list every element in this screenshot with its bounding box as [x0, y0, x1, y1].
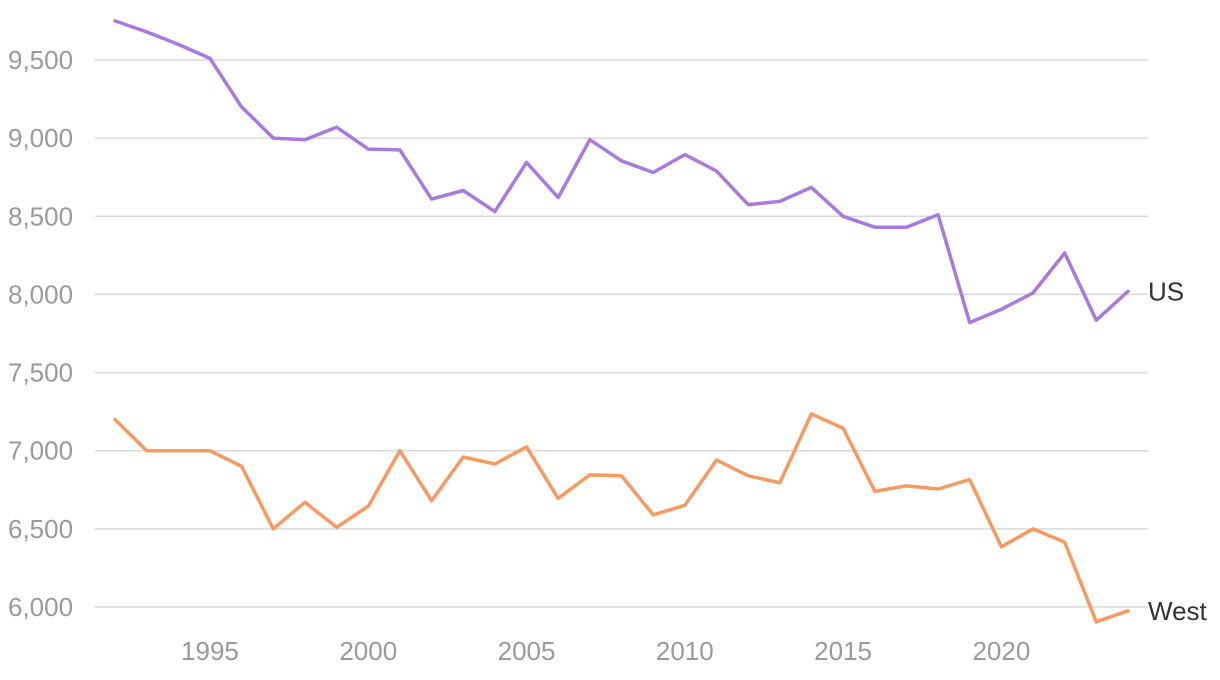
x-tick-label: 2020 — [972, 636, 1030, 666]
series-lines — [113, 19, 1130, 624]
y-tick-label: 9,000 — [8, 123, 73, 153]
series-labels: US West — [1148, 276, 1208, 626]
y-tick-label: 6,000 — [8, 592, 73, 622]
y-tick-label: 9,500 — [8, 45, 73, 75]
series-label-us: US — [1148, 276, 1184, 306]
x-tick-label: 2010 — [656, 636, 714, 666]
y-tick-label: 6,500 — [8, 514, 73, 544]
y-tick-label: 7,500 — [8, 358, 73, 388]
y-tick-label: 8,000 — [8, 279, 73, 309]
gridlines — [95, 59, 1148, 608]
y-tick-label: 7,000 — [8, 436, 73, 466]
x-axis-tick-labels: 1995 2000 2005 2010 2015 2020 — [181, 636, 1030, 666]
y-axis-tick-labels: 9,500 9,000 8,500 8,000 7,500 7,000 6,500 6,000 — [8, 45, 73, 622]
series-line-us — [113, 19, 1130, 325]
x-tick-label: 2000 — [339, 636, 397, 666]
series-line-west — [113, 412, 1130, 624]
x-tick-label: 2015 — [814, 636, 872, 666]
x-tick-label: 1995 — [181, 636, 239, 666]
series-label-west: West — [1148, 596, 1208, 626]
y-tick-label: 8,500 — [8, 201, 73, 231]
x-tick-label: 2005 — [498, 636, 556, 666]
